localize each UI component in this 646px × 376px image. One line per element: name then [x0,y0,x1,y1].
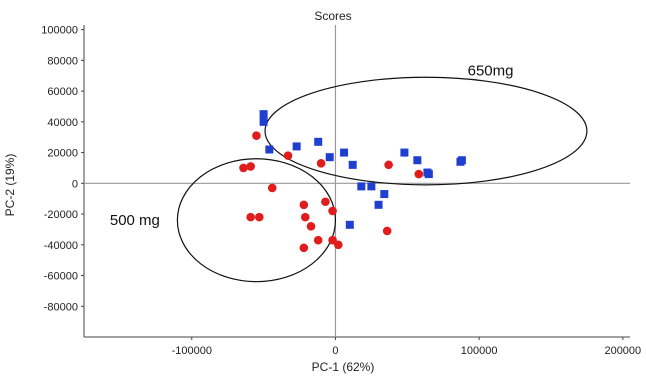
data-point-circle [239,163,248,173]
data-point-circle [313,235,323,245]
group-ellipse [264,76,588,186]
data-point-circle [306,222,316,231]
data-point-circle [299,200,309,210]
data-point-circle [283,151,293,160]
x-axis-label: PC-1 (62%) [312,360,375,374]
data-point-circle [267,183,277,193]
data-point-square [357,182,366,191]
y-tick-label: -40000 [44,240,78,252]
y-tick-label: 20000 [47,148,78,160]
data-point-square [340,148,349,157]
data-point-circle [382,226,392,236]
y-tick-label: -60000 [44,271,78,283]
data-point-square [292,142,301,151]
group-annotation: 650mg [468,63,514,80]
data-point-square [380,190,389,199]
y-tick-label: 0 [72,178,78,190]
data-point-square [259,117,268,126]
data-point-circle [316,159,326,168]
data-point-square [374,200,383,209]
data-point-square [424,170,433,179]
data-point-square [400,148,409,157]
data-point-square [413,156,422,165]
y-tick-label: -20000 [44,209,78,221]
data-point-circle [299,243,309,253]
data-point-circle [254,212,264,222]
y-tick-label: 40000 [47,117,78,129]
data-point-circle [246,212,255,222]
y-tick-label: 100000 [41,25,78,37]
group-ellipse [176,158,337,283]
data-point-circle [321,197,330,207]
data-point-circle [334,240,343,250]
data-point-circle [328,206,337,216]
chart-title: Scores [314,9,351,23]
data-point-square [259,110,268,119]
data-point-circle [414,169,424,179]
data-point-circle [252,131,261,140]
plot-area: 100000800006000040000200000-20000-40000-… [41,25,641,357]
data-point-circle [384,160,393,170]
data-point-circle [246,162,255,171]
data-point-circle [300,212,310,222]
x-tick-label: -100000 [172,345,212,357]
y-tick-label: -80000 [44,301,78,313]
group-annotation: 500 mg [110,212,160,229]
data-point-square [314,137,323,146]
y-tick-label: 60000 [47,86,78,98]
data-point-circle [328,235,337,245]
y-axis-label: PC-2 (19%) [3,154,17,217]
data-point-square [325,153,334,162]
x-tick-label: 100000 [461,345,498,357]
x-tick-label: 200000 [604,345,641,357]
y-tick-label: 80000 [47,55,78,67]
data-point-square [265,145,274,154]
data-point-square [348,160,357,169]
data-point-square [345,220,354,229]
data-point-square [457,156,466,165]
data-point-square [367,182,376,191]
x-tick-label: 0 [332,345,338,357]
